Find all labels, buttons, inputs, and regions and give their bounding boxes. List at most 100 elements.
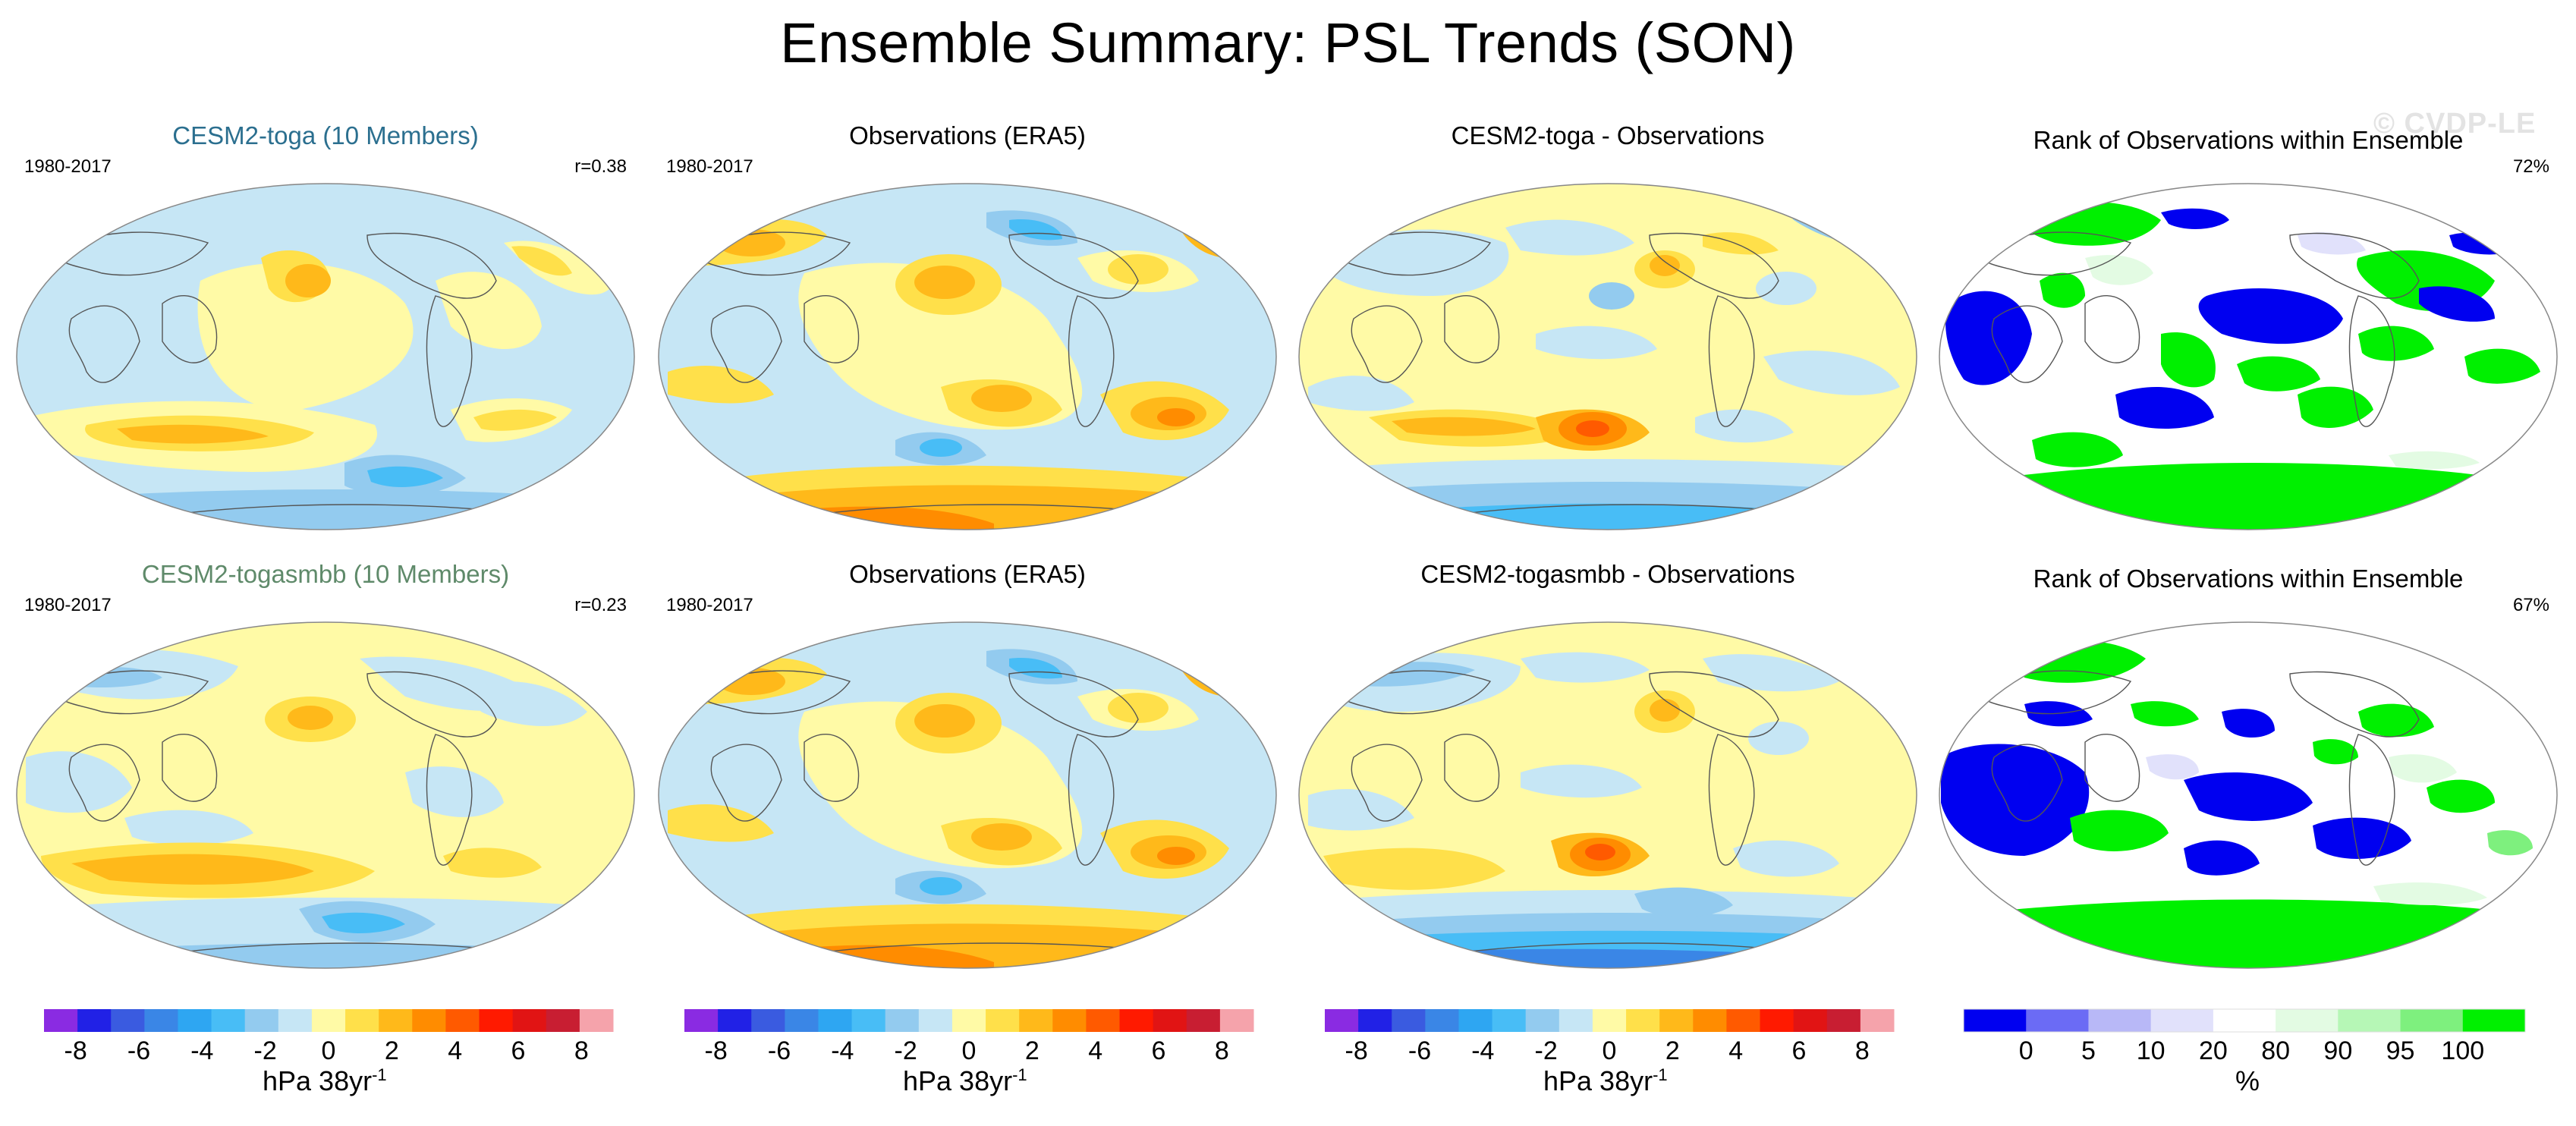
colorbar-tick-label: -4 <box>831 1036 854 1065</box>
units-superscript: -1 <box>372 1065 387 1084</box>
panel-period: 1980-2017 <box>666 595 753 615</box>
colorbar-bin <box>1325 1009 1359 1032</box>
colorbar-tick-label: 4 <box>1728 1036 1743 1065</box>
trend-map <box>658 183 1277 530</box>
colorbar-tick-label: 6 <box>511 1036 526 1065</box>
colorbar-tick-label: -2 <box>1535 1036 1558 1065</box>
colorbar-tick-label: 2 <box>385 1036 399 1065</box>
colorbar-tick-label: 80 <box>2261 1036 2290 1065</box>
colorbar-bin <box>1392 1009 1426 1032</box>
panel-title: CESM2-togasmbb - Observations <box>1420 560 1795 588</box>
colorbar-bin <box>2338 1009 2401 1032</box>
panel-row2-diff: CESM2-togasmbb - Observations <box>1293 560 1923 985</box>
colorbar-tick-label: 100 <box>2441 1036 2484 1065</box>
colorbar-bin <box>951 1009 986 1032</box>
colorbar-bin <box>579 1009 614 1032</box>
colorbar-bin <box>1826 1009 1861 1032</box>
panel-stat: 67% <box>2512 595 2549 615</box>
panel-title: Observations (ERA5) <box>849 121 1086 149</box>
colorbar-bin <box>885 1009 920 1032</box>
colorbar-rank: 0 5 10 20 80 90 95 100 % <box>1963 1008 2548 1123</box>
colorbar-bin <box>1693 1009 1727 1032</box>
colorbar-bin <box>785 1009 819 1032</box>
panel-title: Observations (ERA5) <box>849 560 1086 588</box>
colorbar-tick-label: 0 <box>1603 1036 1617 1065</box>
colorbar-tick-label: 6 <box>1152 1036 1166 1065</box>
colorbar-tick-label: -8 <box>705 1036 728 1065</box>
colorbar-units: hPa 38yr-1 <box>263 1065 387 1097</box>
colorbar-bin <box>1086 1009 1121 1032</box>
units-label: hPa 38yr <box>903 1065 1013 1096</box>
colorbar-tick-label: -2 <box>254 1036 277 1065</box>
colorbar-tick-label: -4 <box>190 1036 213 1065</box>
colorbar-bin <box>1659 1009 1694 1032</box>
units-superscript: -1 <box>1653 1065 1668 1084</box>
panel-title: Rank of Observations within Ensemble <box>2033 126 2464 154</box>
colorbar-units: % <box>2235 1065 2260 1096</box>
colorbar-bin <box>1626 1009 1660 1032</box>
panel-period: 1980-2017 <box>24 595 112 615</box>
panel-stat: r=0.23 <box>574 595 627 615</box>
trend-map <box>658 621 1277 969</box>
colorbar-bin <box>1119 1009 1154 1032</box>
colorbar-bin <box>44 1009 78 1032</box>
colorbar-bin <box>77 1009 112 1032</box>
colorbar-bin <box>851 1009 886 1032</box>
panel-title: Rank of Observations within Ensemble <box>2033 565 2464 593</box>
colorbar-tick-label: 4 <box>448 1036 462 1065</box>
colorbar-bin <box>2462 1009 2526 1032</box>
colorbar-bin <box>211 1009 246 1032</box>
colorbar-bin <box>1525 1009 1560 1032</box>
panel-stat: r=0.38 <box>574 156 627 177</box>
panel-row1-obs: Observations (ERA5) 1980-2017 <box>653 121 1282 546</box>
panel-period: 1980-2017 <box>24 156 112 177</box>
colorbar-units: hPa 38yr-1 <box>903 1065 1027 1097</box>
trend-map <box>1298 621 1917 969</box>
colorbar-tick-label: 8 <box>574 1036 589 1065</box>
colorbar-trend-svg: -8 -6 -4 -2 0 2 4 6 8 <box>44 1009 614 1065</box>
colorbar-bin <box>1558 1009 1593 1032</box>
colorbar-tick-label: 90 <box>2323 1036 2352 1065</box>
colorbar-bin <box>479 1009 514 1032</box>
colorbar-bin <box>1186 1009 1221 1032</box>
colorbar-tick-label: 95 <box>2386 1036 2415 1065</box>
colorbar-tick-label: 5 <box>2081 1036 2096 1065</box>
colorbar-bin <box>111 1009 145 1032</box>
colorbar-bin <box>1793 1009 1828 1032</box>
units-label: hPa 38yr <box>263 1065 373 1096</box>
colorbar-tick-label: 20 <box>2199 1036 2228 1065</box>
colorbar-bin <box>1458 1009 1493 1032</box>
trend-map <box>16 621 635 969</box>
panel-row1-diff: CESM2-toga - Observations <box>1293 121 1923 546</box>
colorbar-bin <box>1860 1009 1895 1032</box>
colorbar-bin <box>445 1009 480 1032</box>
colorbar-tick-label: 8 <box>1855 1036 1870 1065</box>
colorbar-trend-svg: -8 -6 -4 -2 0 2 4 6 8 <box>1325 1009 1895 1065</box>
colorbar-bin <box>1592 1009 1627 1032</box>
colorbar-bin <box>546 1009 580 1032</box>
colorbar-tick-label: 0 <box>2019 1036 2033 1065</box>
colorbar-bin <box>512 1009 547 1032</box>
figure-title: Ensemble Summary: PSL Trends (SON) <box>780 11 1796 74</box>
colorbar-bin <box>1964 1009 2027 1032</box>
colorbar-bin <box>986 1009 1020 1032</box>
colorbar-tick-label: 6 <box>1792 1036 1807 1065</box>
colorbar-bin <box>2213 1009 2276 1032</box>
watermark: © CVDP-LE <box>2373 108 2537 140</box>
colorbar-bin <box>2088 1009 2152 1032</box>
panel-row2-model: CESM2-togasmbb (10 Members) 1980-2017 r=… <box>11 560 640 985</box>
panel-period: 1980-2017 <box>666 156 753 177</box>
colorbar-bin <box>412 1009 446 1032</box>
colorbar-tick-label: 2 <box>1665 1036 1680 1065</box>
colorbar-bin <box>2026 1009 2089 1032</box>
colorbar-tick-label: 2 <box>1025 1036 1040 1065</box>
panel-title: CESM2-toga (10 Members) <box>172 121 479 149</box>
panel-row2-obs: Observations (ERA5) 1980-2017 <box>653 560 1282 985</box>
rank-map <box>1939 183 2558 530</box>
colorbar-tick-label: 10 <box>2137 1036 2166 1065</box>
colorbar-bin <box>684 1009 719 1032</box>
colorbar-tick-label: -6 <box>768 1036 791 1065</box>
colorbar-trend-3: -8 -6 -4 -2 0 2 4 6 8 hPa 38yr-1 <box>1325 1009 1909 1123</box>
colorbar-bin <box>1219 1009 1254 1032</box>
colorbar-tick-label: -4 <box>1471 1036 1494 1065</box>
